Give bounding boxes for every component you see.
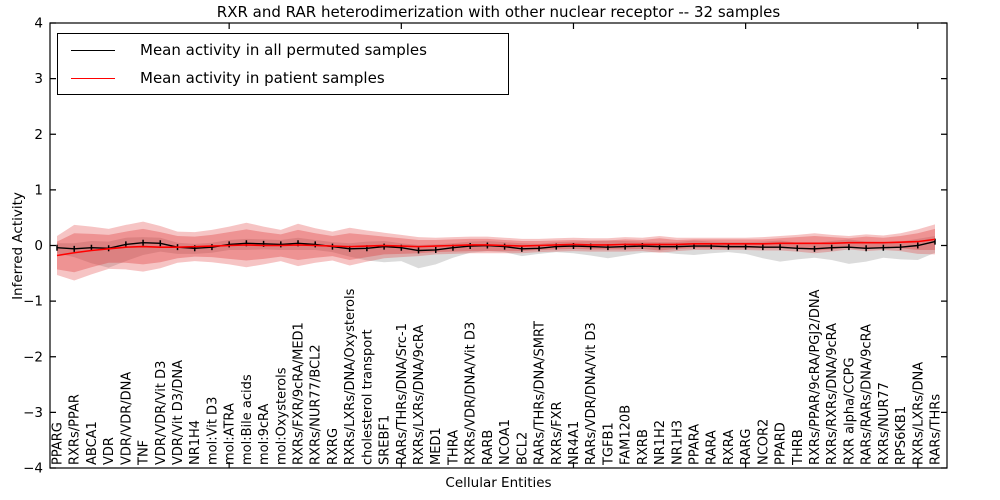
x-category-label: RARs/THRs/DNA/SMRT (533, 321, 548, 465)
x-category-label: mol:ATRA (223, 403, 238, 465)
x-category-label: RARs/VDR/DNA/Vit D3 (584, 322, 599, 465)
x-category-label: RXRs/VDR/DNA/Vit D3 (464, 322, 479, 465)
x-category-label: RXRs/NUR77/BCL2 (309, 344, 324, 465)
x-category-label: VDR (102, 437, 117, 465)
x-category-label: ABCA1 (85, 421, 100, 465)
y-tick-label: −2 (23, 349, 43, 365)
x-category-label: RARs/RARs/DNA/9cRA (860, 324, 875, 465)
x-category-label: NR1H4 (188, 420, 203, 465)
x-axis-title: Cellular Entities (445, 475, 552, 491)
chart-title: RXR and RAR heterodimerization with othe… (216, 3, 781, 21)
x-category-label: RARA (705, 430, 720, 465)
x-category-label: RXRA (722, 430, 737, 465)
y-tick-label: −3 (23, 405, 43, 421)
y-tick-label: 3 (34, 71, 43, 87)
y-tick-label: −4 (23, 461, 43, 477)
x-category-label: NCOA1 (498, 419, 513, 465)
legend-label-permuted: Mean activity in all permuted samples (140, 41, 427, 59)
x-category-label: SREBF1 (378, 415, 393, 465)
x-category-label: RXRs/RXRs/DNA/9cRA (825, 323, 840, 465)
x-category-label: RARG (739, 428, 754, 465)
x-category-label: mol:Oxysterols (274, 367, 289, 465)
patient-line-sample (71, 77, 115, 79)
patient-mean-line (56, 238, 936, 257)
x-category-label: RARB (481, 430, 496, 465)
legend-label-patient: Mean activity in patient samples (140, 69, 385, 87)
patient-samples-inner-band (57, 228, 935, 273)
x-category-label: mol:Vit D3 (205, 397, 220, 465)
x-category-label: THRA (446, 430, 461, 466)
legend: Mean activity in all permuted samples Me… (57, 33, 509, 95)
x-category-label: RXRs/FXR (550, 401, 565, 465)
x-category-label: NCOR2 (756, 419, 771, 465)
x-category-label: RXR alpha/CCPG (842, 357, 857, 465)
x-category-label: RXRs/LXRs/DNA/9cRA (412, 325, 427, 465)
x-category-label: RXRB (636, 429, 651, 465)
x-category-label: NR1H2 (653, 420, 668, 465)
x-category-label: RPS6KB1 (894, 406, 909, 465)
axis-ticks (50, 22, 947, 469)
y-tick-label: 1 (34, 182, 43, 198)
x-category-label: RXRs/NUR77 (877, 382, 892, 465)
x-category-label: VDR/VDR/DNA (119, 372, 134, 465)
x-category-label: MED1 (429, 427, 444, 465)
y-tick-label: −1 (23, 294, 43, 310)
x-category-label: RXRs/PPAR (68, 394, 83, 465)
x-category-label: RXRG (326, 428, 341, 465)
y-tick-label: 4 (34, 16, 43, 32)
permuted-mean-line (56, 240, 936, 252)
x-category-label: cholesterol transport (360, 329, 375, 465)
x-category-label: mol:9cRA (257, 403, 272, 465)
x-category-label: VDR/Vit D3/DNA (171, 360, 186, 465)
x-category-label: BCL2 (515, 432, 530, 465)
legend-entry-patient: Mean activity in patient samples (58, 65, 385, 91)
x-category-label: TGFB1 (601, 422, 616, 466)
x-category-label: PPARD (774, 422, 789, 465)
x-category-label: RXRs/PPAR/9cRA/PGJ2/DNA (808, 289, 823, 465)
x-category-label: RXRs/LXRs/DNA (911, 362, 926, 465)
x-category-label: RXRs/FXR/9cRA/MED1 (292, 322, 307, 465)
legend-entry-permuted: Mean activity in all permuted samples (58, 37, 427, 63)
permuted-line-sample (71, 49, 115, 51)
x-category-label: TNF (137, 440, 152, 466)
x-category-label: PPARG (51, 422, 66, 465)
x-category-label: RARs/THRs/DNA/Src-1 (395, 323, 410, 465)
x-category-label: mol:Bile acids (240, 374, 255, 465)
x-category-label: NR4A1 (567, 421, 582, 465)
x-category-label: VDR/VDR/Vit D3 (154, 361, 169, 465)
x-category-label: THRB (791, 429, 806, 466)
patient-samples-outer-band (57, 221, 935, 281)
x-category-label: RARs/THRs (929, 394, 944, 465)
x-category-label: NR1H3 (670, 420, 685, 465)
x-category-label: RXRs/LXRs/DNA/Oxysterols (343, 288, 358, 465)
y-tick-label: 2 (34, 127, 43, 143)
y-tick-label: 0 (34, 238, 43, 254)
x-category-label: FAM120B (619, 405, 634, 465)
x-category-label: PPARA (687, 424, 702, 465)
permuted-mean-markers (56, 238, 936, 254)
